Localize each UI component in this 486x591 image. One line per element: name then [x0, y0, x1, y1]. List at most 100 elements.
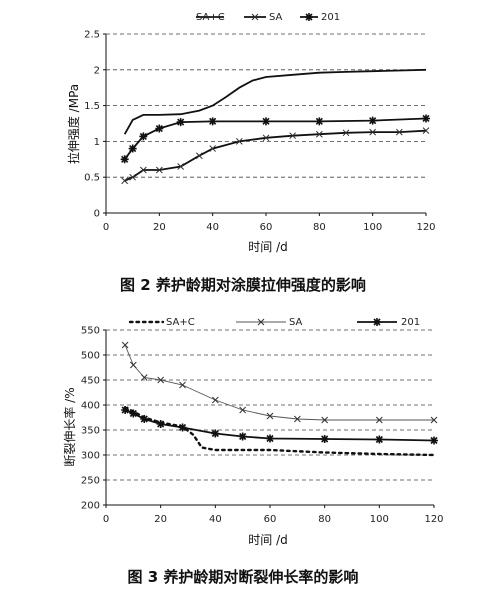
- ts-legend-label: SA+C: [196, 12, 225, 23]
- el-y-tick-label: 300: [81, 451, 100, 462]
- el-data-point: [320, 435, 329, 443]
- ts-data-point: [289, 132, 297, 140]
- ts-y-axis-title: 拉伸强度 /MPa: [66, 84, 81, 164]
- ts-data-point: [369, 128, 377, 136]
- chart-tensile-strength-caption: 图 2 养护龄期对涂膜拉伸强度的影响: [120, 276, 366, 294]
- ts-y-tick-label: 1.5: [84, 101, 100, 112]
- el-data-point: [321, 416, 329, 424]
- ts-x-tick-label: 100: [363, 222, 382, 233]
- chart-elongation-caption: 图 3 养护龄期对断裂伸长率的影响: [128, 568, 359, 586]
- ts-data-point: [422, 127, 430, 135]
- ts-series-SA+C: [123, 68, 427, 135]
- el-data-point: [156, 420, 165, 428]
- el-x-tick-label: 20: [154, 514, 167, 525]
- ts-legend-item: SA+C: [196, 12, 225, 23]
- el-legend-label: SA+C: [166, 317, 195, 328]
- el-x-tick-label: 120: [424, 514, 443, 525]
- ts-data-point: [315, 130, 323, 138]
- ts-data-point: [422, 114, 430, 123]
- el-data-point: [266, 434, 274, 443]
- el-x-tick-label: 60: [264, 514, 277, 525]
- el-y-tick-label: 550: [81, 326, 100, 337]
- el-data-point: [293, 415, 301, 423]
- el-series-SA: [121, 341, 438, 424]
- ts-data-point: [139, 166, 147, 174]
- ts-series-line: [123, 68, 427, 135]
- chart-tensile-strength: 0 0.5 1 1.5 2 2.5 0 20 40 60 80 100 120 时间 /d 拉伸强度 /MP…: [66, 12, 436, 254]
- ts-x-tick-label: 60: [260, 222, 273, 233]
- ts-data-point: [155, 166, 163, 174]
- el-y-tick-label: 350: [81, 426, 100, 437]
- el-data-point: [375, 416, 383, 424]
- el-legend-marker: [257, 318, 265, 326]
- el-legend-label: SA: [289, 317, 303, 328]
- el-data-point: [430, 416, 438, 424]
- ts-data-point: [395, 128, 403, 136]
- el-series-201: [121, 406, 438, 445]
- ts-data-point: [129, 173, 137, 181]
- ts-series-line: [124, 129, 427, 182]
- ts-data-point: [235, 138, 243, 145]
- el-legend-item: SA: [236, 317, 303, 328]
- chart-elongation-at-break: 200 250 300 350 400 450 500 550 0 20 40 60 80 100 120 时…: [62, 317, 444, 547]
- el-data-point: [239, 406, 247, 414]
- el-series-line: [123, 406, 436, 457]
- el-legend-item: 201: [357, 317, 420, 328]
- el-data-point: [129, 361, 137, 369]
- ts-x-tick-label: 0: [103, 222, 109, 233]
- ts-y-tick-label: 0: [94, 209, 100, 220]
- ts-data-point: [155, 124, 164, 133]
- ts-data-point: [315, 117, 324, 126]
- ts-data-point: [176, 118, 185, 127]
- el-data-point: [140, 415, 149, 423]
- el-data-point: [121, 406, 130, 414]
- ts-x-tick-label: 20: [153, 222, 166, 233]
- ts-series-201: [120, 114, 430, 164]
- ts-data-point: [262, 134, 270, 142]
- el-series-line: [124, 344, 434, 421]
- ts-y-tick-label: 0.5: [84, 173, 100, 184]
- el-data-point: [178, 423, 187, 432]
- ts-data-point: [120, 155, 129, 164]
- el-data-point: [121, 341, 129, 349]
- el-series-SA+C: [123, 406, 436, 457]
- ts-x-tick-label: 120: [416, 222, 435, 233]
- ts-legend-item: SA: [244, 12, 283, 23]
- ts-data-point: [209, 145, 217, 152]
- ts-data-point: [342, 129, 350, 137]
- el-y-axis-title: 断裂伸长率 /%: [62, 387, 77, 466]
- el-x-tick-label: 100: [370, 514, 389, 525]
- ts-legend-label: 201: [321, 12, 340, 23]
- el-data-point: [430, 436, 438, 445]
- ts-y-tick-label: 2: [94, 65, 100, 76]
- ts-data-point: [368, 116, 377, 125]
- el-x-axis-title: 时间 /d: [248, 533, 287, 547]
- ts-data-point: [262, 117, 270, 126]
- el-y-tick-label: 450: [81, 376, 100, 387]
- el-data-point: [375, 435, 384, 444]
- ts-x-tick-label: 40: [206, 222, 219, 233]
- el-x-tick-label: 40: [209, 514, 222, 525]
- el-legend-item: SA+C: [128, 317, 195, 328]
- ts-series-SA: [121, 127, 430, 185]
- el-data-point: [179, 381, 186, 389]
- el-x-tick-label: 80: [318, 514, 331, 525]
- el-series-line: [124, 409, 435, 442]
- el-y-tick-label: 400: [81, 401, 100, 412]
- el-y-tick-label: 500: [81, 351, 100, 362]
- ts-legend-label: SA: [269, 12, 283, 23]
- el-data-point: [129, 409, 138, 418]
- ts-data-point: [195, 152, 203, 160]
- ts-x-tick-label: 80: [313, 222, 326, 233]
- el-data-point: [266, 412, 274, 420]
- el-y-tick-label: 250: [81, 476, 100, 487]
- el-y-tick-label: 200: [81, 501, 100, 512]
- ts-data-point: [128, 144, 137, 153]
- el-data-point: [157, 376, 165, 384]
- el-data-point: [211, 429, 220, 438]
- el-legend-label: 201: [401, 317, 420, 328]
- el-data-point: [238, 432, 247, 441]
- ts-x-axis-title: 时间 /d: [248, 240, 287, 254]
- ts-legend-marker: [305, 13, 313, 21]
